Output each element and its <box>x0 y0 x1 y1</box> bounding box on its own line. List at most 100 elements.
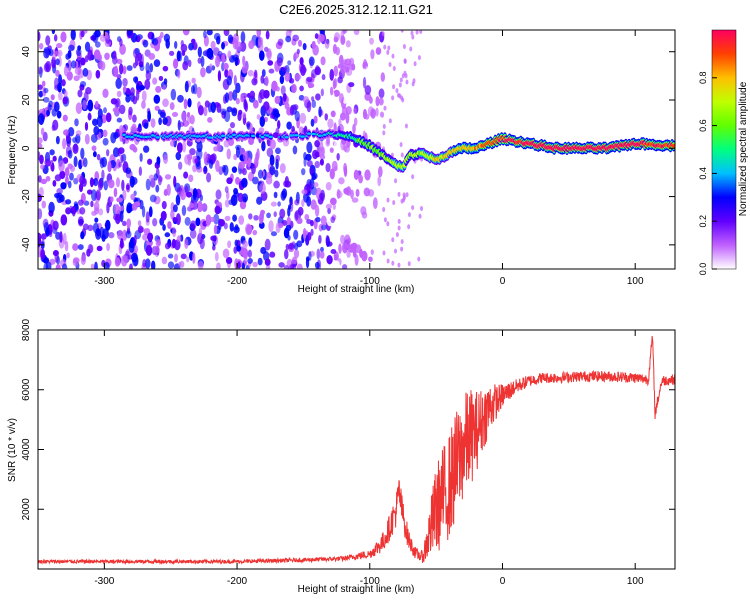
noise-speck <box>192 187 198 198</box>
noise-speck <box>336 152 340 161</box>
noise-speck <box>227 50 232 60</box>
noise-speck <box>370 249 374 255</box>
noise-speck <box>361 211 368 219</box>
noise-speck <box>95 100 99 108</box>
noise-speck <box>286 216 291 226</box>
noise-speck <box>68 44 75 52</box>
noise-speck <box>82 223 89 231</box>
noise-speck <box>357 125 364 138</box>
noise-speck <box>38 208 43 220</box>
noise-speck <box>128 241 135 253</box>
noise-speck <box>242 112 247 119</box>
noise-speck <box>308 251 312 262</box>
noise-speck <box>289 78 295 84</box>
noise-speck <box>169 102 175 111</box>
noise-speck <box>67 59 72 72</box>
noise-speck <box>258 50 265 61</box>
noise-speck <box>153 59 161 68</box>
noise-speck <box>180 43 188 53</box>
noise-speck <box>318 234 322 244</box>
noise-speck <box>94 41 101 48</box>
noise-speck <box>377 176 382 187</box>
noise-speck <box>353 169 359 181</box>
noise-speck <box>242 150 249 162</box>
noise-speck <box>379 111 385 118</box>
noise-speck <box>180 253 187 260</box>
noise-speck <box>369 37 374 45</box>
noise-speck <box>80 57 86 66</box>
noise-speck <box>362 108 368 120</box>
snr-line-layer <box>38 335 675 566</box>
noise-speck <box>277 38 284 46</box>
noise-speck <box>215 159 220 172</box>
y-tick-label: 0 <box>21 145 32 151</box>
noise-speck <box>310 228 314 236</box>
noise-speck <box>240 31 246 43</box>
noise-speck <box>57 82 62 93</box>
noise-speck <box>71 205 76 213</box>
noise-speck <box>162 98 169 108</box>
noise-speck <box>206 47 214 60</box>
noise-speck <box>187 59 192 68</box>
noise-speck <box>410 30 414 36</box>
noise-speck <box>306 160 313 167</box>
noise-speck <box>411 34 415 40</box>
noise-speck <box>249 90 256 100</box>
noise-speck <box>226 177 233 185</box>
noise-speck <box>318 106 322 118</box>
noise-speck <box>65 175 69 185</box>
noise-speck <box>220 108 227 115</box>
noise-speck <box>80 231 85 240</box>
noise-speck <box>194 158 199 164</box>
noise-speck <box>223 62 229 70</box>
noise-speck <box>265 176 273 185</box>
noise-speck <box>340 234 345 245</box>
noise-speck <box>103 180 109 191</box>
noise-speck <box>306 141 313 154</box>
noise-speck <box>52 155 57 162</box>
noise-speck <box>407 212 411 218</box>
noise-speck <box>199 237 205 250</box>
noise-speck <box>318 146 323 157</box>
noise-speck <box>214 251 219 262</box>
noise-speck <box>137 52 143 62</box>
noise-speck <box>184 80 189 93</box>
noise-speck <box>216 262 221 269</box>
noise-speck <box>371 71 377 81</box>
noise-speck <box>150 260 156 269</box>
noise-speck <box>206 172 212 183</box>
noise-speck <box>264 238 271 251</box>
noise-speck <box>252 261 258 268</box>
noise-speck <box>294 199 300 206</box>
noise-speck <box>405 79 409 85</box>
noise-speck <box>118 104 126 115</box>
noise-speck <box>189 229 197 239</box>
noise-speck <box>150 177 156 188</box>
noise-speck <box>147 232 154 242</box>
noise-speck <box>182 140 187 153</box>
noise-speck <box>73 75 80 82</box>
noise-speck <box>97 53 102 62</box>
noise-speck <box>291 256 298 265</box>
noise-speck <box>166 183 171 196</box>
noise-speck <box>241 262 246 269</box>
noise-speck <box>134 201 141 207</box>
noise-speck <box>145 244 153 256</box>
noise-speck <box>58 91 63 101</box>
noise-speck <box>42 96 50 103</box>
noise-speck <box>370 49 375 60</box>
noise-speck <box>147 158 153 165</box>
noise-speck <box>188 174 194 183</box>
noise-speck <box>164 174 172 180</box>
noise-speck <box>114 257 121 267</box>
noise-speck <box>192 41 198 50</box>
noise-speck <box>167 221 172 229</box>
noise-speck <box>145 258 151 269</box>
noise-speck <box>141 205 146 218</box>
snr-line <box>38 335 675 566</box>
noise-speck <box>186 153 193 161</box>
noise-speck <box>183 98 188 110</box>
noise-speck <box>415 30 419 35</box>
colorbar-ticks: 0.0 0.2 0.4 0.6 0.8 <box>698 72 717 275</box>
noise-speck <box>294 74 302 80</box>
